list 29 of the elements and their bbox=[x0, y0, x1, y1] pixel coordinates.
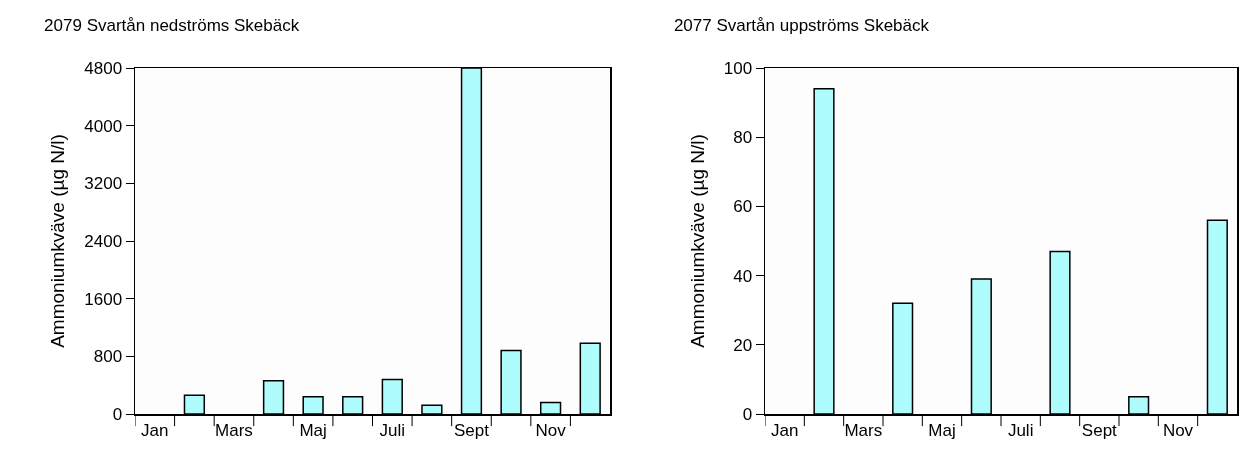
x-tick-label: Nov bbox=[535, 420, 567, 440]
x-tick-label: Jan bbox=[770, 420, 799, 440]
y-tick-label: 4000 bbox=[84, 116, 123, 136]
x-tick-label: Juli bbox=[379, 420, 406, 440]
chart-title: 2079 Svartån nedströms Skebäck bbox=[44, 15, 300, 35]
chart-title: 2077 Svartån uppströms Skebäck bbox=[673, 15, 930, 35]
y-tick-label: 1600 bbox=[84, 289, 123, 309]
x-tick-label: Sept bbox=[1081, 420, 1118, 440]
y-tick-label: 800 bbox=[93, 347, 123, 367]
x-tick-label: Mars bbox=[215, 420, 253, 440]
y-axis-title: Ammoniumkväve (µg N/l) bbox=[686, 134, 708, 348]
y-tick-label: 100 bbox=[723, 58, 753, 78]
x-tick-label: Maj bbox=[928, 420, 956, 440]
x-tick-label: Juli bbox=[1007, 420, 1034, 440]
x-tick-label: Maj bbox=[299, 420, 327, 440]
y-tick-label: 40 bbox=[733, 266, 753, 286]
x-tick-label: Mars bbox=[844, 420, 883, 440]
y-tick-label: 4800 bbox=[84, 58, 123, 78]
x-tick-label: Sept bbox=[453, 420, 490, 440]
y-tick-label: 3200 bbox=[84, 174, 123, 194]
y-axis-title: Ammoniumkväve (µg N/l) bbox=[47, 134, 69, 348]
y-tick-label: 0 bbox=[742, 404, 753, 424]
y-tick-label: 20 bbox=[733, 335, 753, 355]
y-tick-label: 80 bbox=[733, 128, 753, 148]
x-tick-label: Nov bbox=[1162, 420, 1194, 440]
y-tick-label: 0 bbox=[112, 404, 123, 424]
y-tick-label: 2400 bbox=[84, 231, 123, 251]
y-tick-label: 60 bbox=[733, 197, 753, 217]
x-tick-label: Jan bbox=[141, 420, 169, 440]
